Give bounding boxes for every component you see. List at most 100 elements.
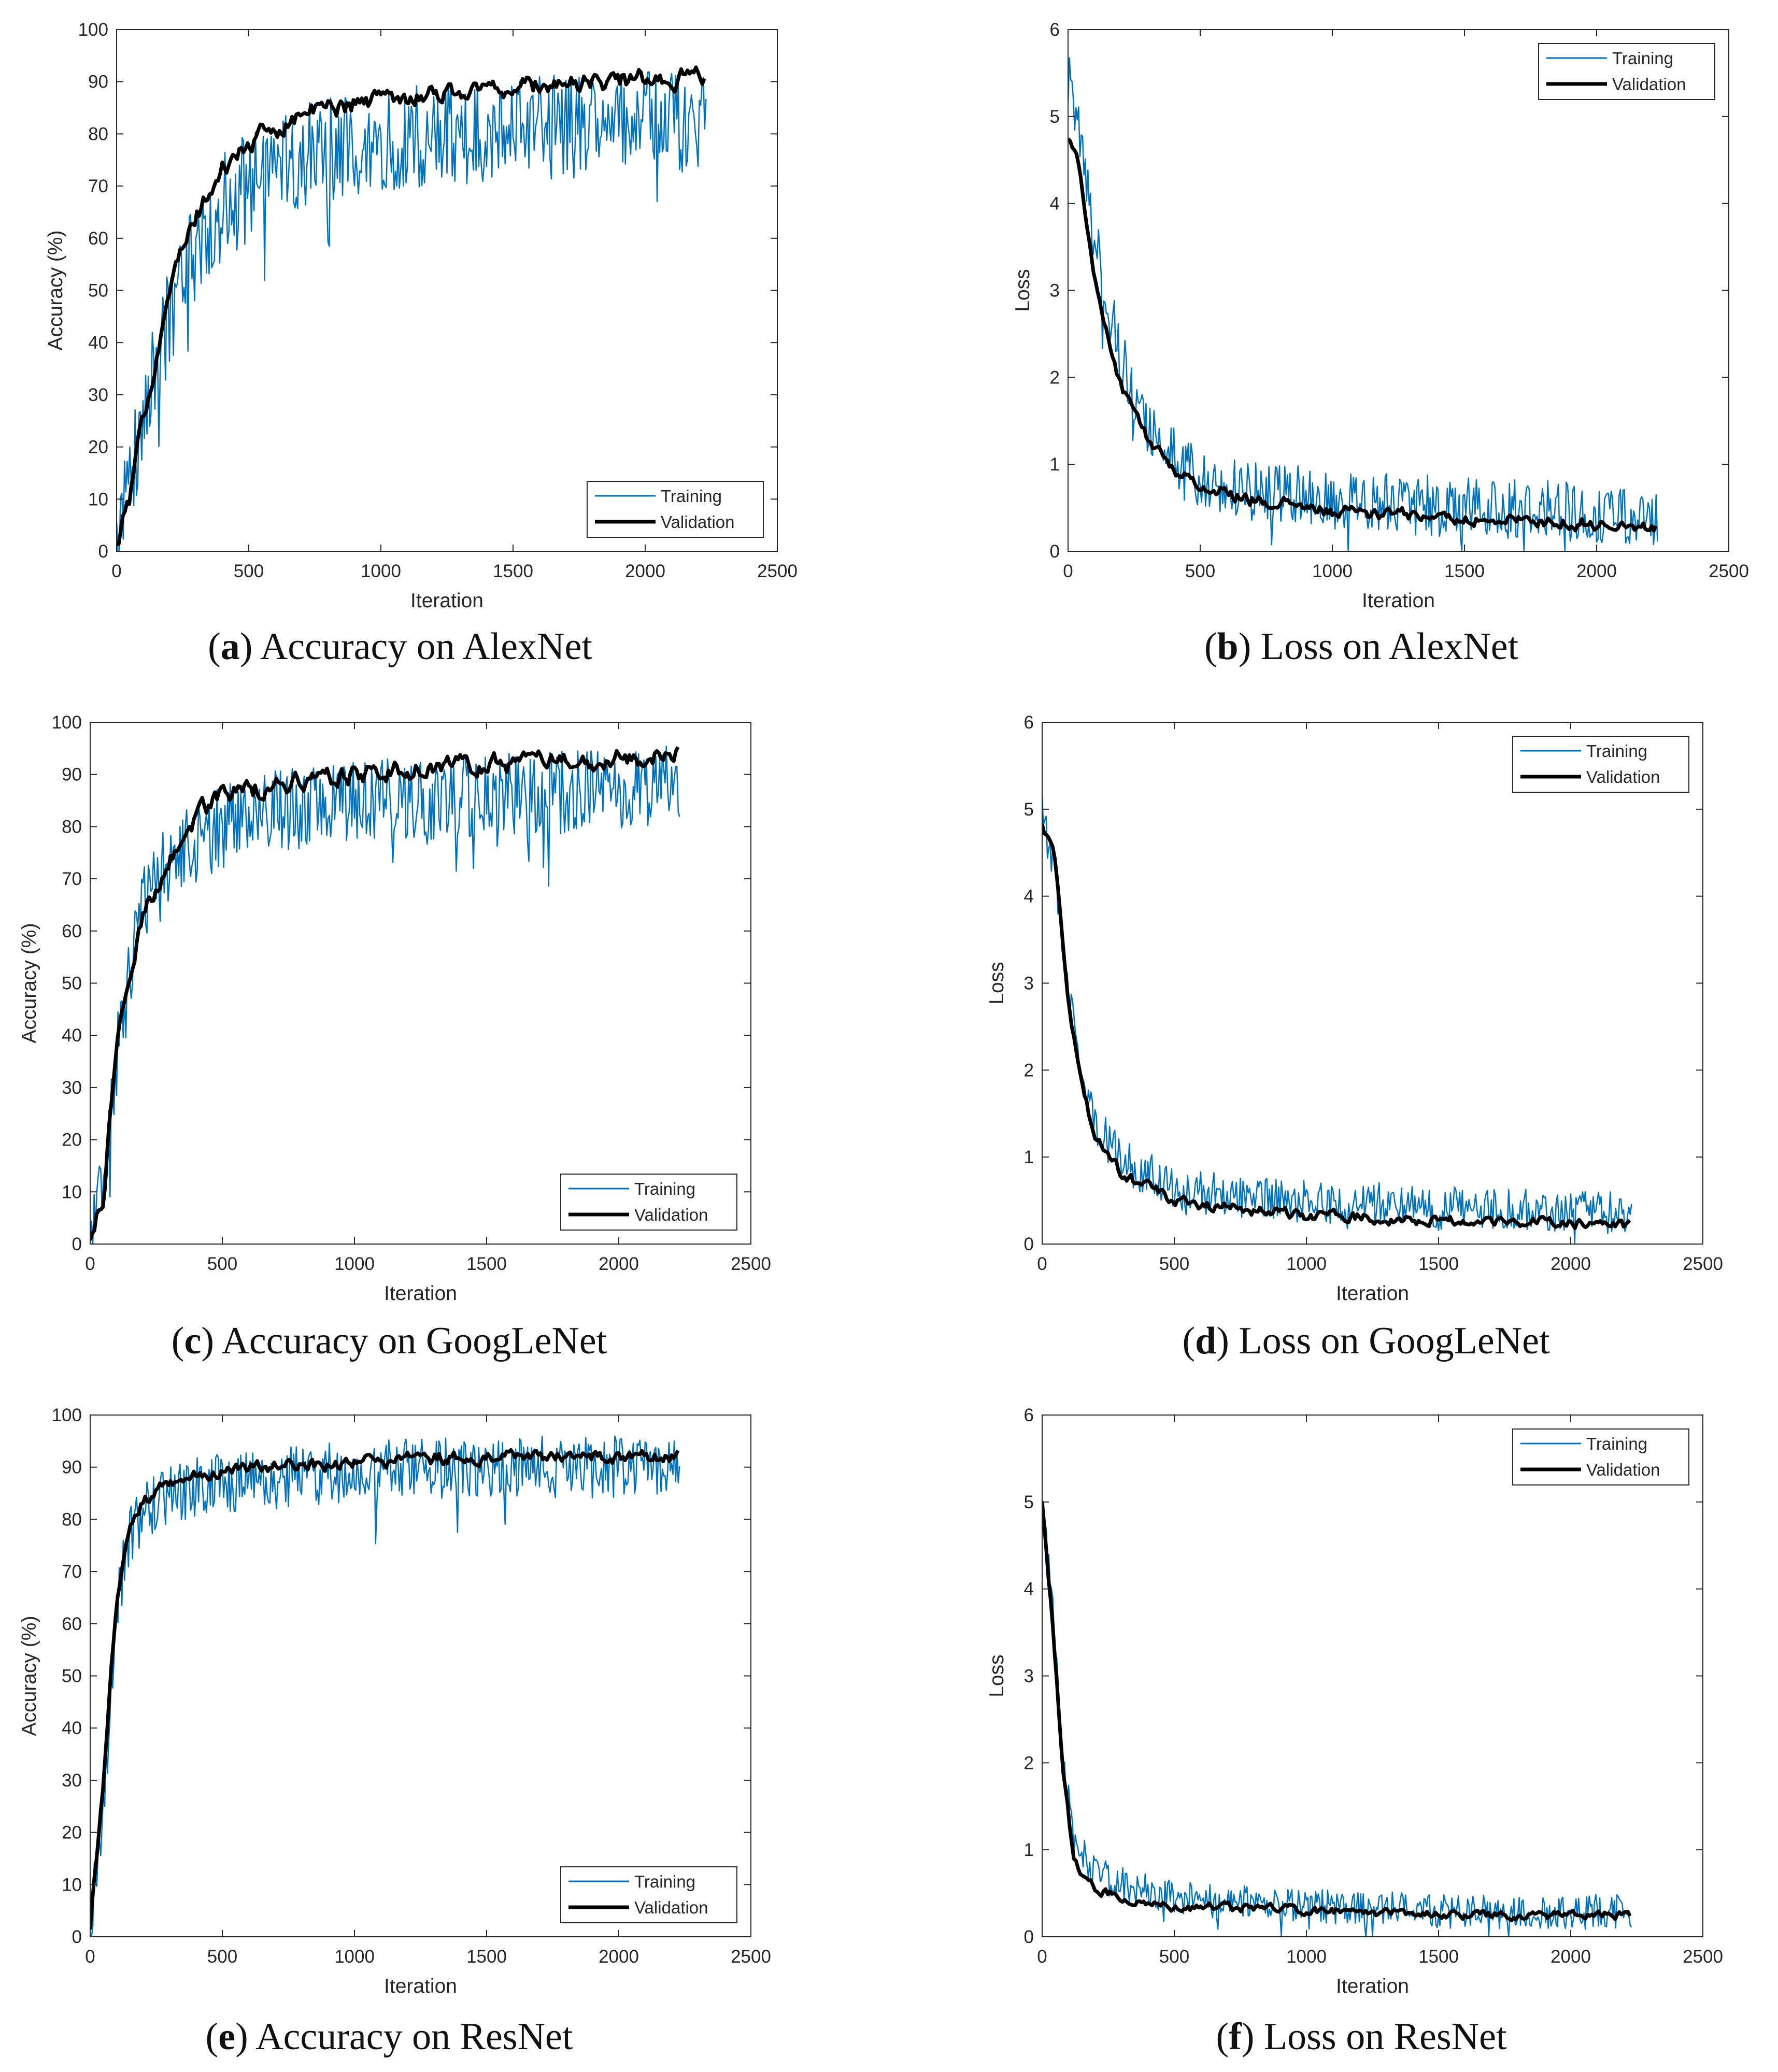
y-tick-label: 0	[1024, 1234, 1034, 1254]
x-tick-label: 1500	[1418, 1254, 1459, 1274]
training-line	[90, 1435, 680, 1937]
y-tick-label: 90	[62, 765, 82, 785]
x-tick-label: 500	[207, 1254, 237, 1274]
validation-line	[1068, 137, 1658, 533]
y-tick-label: 60	[62, 921, 82, 941]
chart-b: 0 500 1000 1500 2000 2500 0 1 2 3 4 5 6 Iteration Loss…	[1012, 20, 1749, 612]
y-tick-label: 3	[1024, 974, 1034, 994]
y-tick-label: 0	[98, 541, 108, 562]
x-tick-label: 2000	[1551, 1254, 1591, 1274]
legend: Training Validation	[560, 1174, 737, 1231]
plot-frame	[1068, 29, 1729, 552]
training-line	[1042, 796, 1632, 1244]
y-axis-label: Accuracy (%)	[45, 231, 67, 351]
x-tick-label: 1000	[1286, 1254, 1327, 1274]
x-axis-label: Iteration	[1362, 590, 1435, 612]
legend-box	[1512, 1428, 1689, 1485]
y-axis-label: Accuracy (%)	[18, 923, 40, 1044]
y-tick-label: 30	[62, 1770, 82, 1791]
legend-validation-label: Validation	[1612, 75, 1686, 94]
y-tick-label: 0	[1024, 1927, 1034, 1947]
validation-line	[90, 746, 680, 1241]
y-tick-label: 5	[1024, 799, 1034, 820]
x-tick-label: 500	[207, 1947, 237, 1967]
y-tick-label: 0	[72, 1927, 82, 1947]
x-tick-label: 1000	[334, 1254, 375, 1274]
training-line	[1068, 57, 1658, 551]
legend-box	[560, 1866, 737, 1923]
training-line	[117, 71, 707, 551]
x-axis-label: Iteration	[384, 1282, 457, 1305]
y-tick-label: 1	[1050, 454, 1060, 475]
series-group	[1042, 796, 1632, 1244]
y-tick-label: 80	[62, 817, 82, 837]
legend-box	[560, 1174, 737, 1231]
y-tick-label: 50	[62, 1666, 82, 1687]
validation-line	[1042, 823, 1631, 1231]
y-tick-label: 80	[88, 124, 108, 144]
x-tick-label: 500	[1159, 1947, 1189, 1967]
x-tick-label: 1500	[466, 1947, 507, 1967]
x-axis-label: Iteration	[1336, 1975, 1409, 1997]
y-tick-label: 0	[1050, 541, 1060, 562]
y-tick-label: 100	[52, 712, 82, 733]
x-tick-label: 500	[1159, 1254, 1189, 1274]
chart-e: 0 500 1000 1500 2000 2500 0 10 20 30 40 50 60 70 80 90 1…	[18, 1405, 771, 1997]
training-line	[90, 746, 680, 1244]
x-tick-label: 0	[1037, 1254, 1047, 1274]
chart-d: 0 500 1000 1500 2000 2500 0 1 2 3 4 5 6 Iteration Loss…	[986, 712, 1723, 1305]
x-tick-label: 2000	[1576, 561, 1617, 581]
y-tick-label: 6	[1024, 1405, 1034, 1425]
y-tick-label: 80	[62, 1509, 82, 1530]
y-tick-label: 50	[88, 281, 108, 301]
y-tick-label: 50	[62, 974, 82, 994]
x-tick-label: 0	[1063, 561, 1073, 581]
training-line	[1042, 1499, 1632, 1937]
y-tick-label: 70	[62, 1562, 82, 1582]
x-tick-label: 1000	[361, 561, 401, 581]
x-tick-label: 1500	[466, 1254, 507, 1274]
legend-validation-label: Validation	[1586, 1460, 1660, 1479]
legend-box	[1538, 43, 1715, 100]
y-tick-label: 5	[1024, 1492, 1034, 1512]
x-axis-label: Iteration	[384, 1975, 457, 1997]
legend-validation-label: Validation	[634, 1898, 708, 1917]
y-axis-label: Loss	[1012, 269, 1034, 311]
y-tick-label: 3	[1024, 1666, 1034, 1687]
y-tick-label: 40	[62, 1718, 82, 1738]
caption-a: (a) Accuracy on AlexNet	[208, 625, 592, 668]
y-tick-label: 30	[88, 385, 108, 405]
validation-line	[1042, 1501, 1632, 1923]
x-tick-label: 0	[85, 1254, 95, 1274]
chart-a: 0 500 1000 1500 2000 2500 0 10 20 30 40 50 60 70 80 90 1…	[45, 20, 798, 612]
y-axis-label: Accuracy (%)	[18, 1616, 40, 1736]
x-tick-label: 2000	[599, 1947, 639, 1967]
y-tick-label: 3	[1050, 281, 1060, 301]
x-tick-label: 500	[1185, 561, 1215, 581]
series-group	[1042, 1499, 1632, 1937]
legend: Training Validation	[587, 481, 764, 538]
plot-frame	[1042, 1414, 1703, 1937]
x-tick-label: 2500	[731, 1254, 771, 1274]
x-tick-label: 2500	[731, 1947, 771, 1967]
y-tick-label: 20	[88, 437, 108, 458]
caption-f: (f) Loss on ResNet	[1216, 2016, 1507, 2058]
legend-training-label: Training	[1586, 741, 1647, 761]
x-tick-label: 1500	[1418, 1947, 1459, 1967]
series-group	[90, 746, 680, 1244]
x-tick-label: 0	[85, 1947, 95, 1967]
series-group	[1068, 57, 1658, 551]
y-tick-label: 40	[88, 333, 108, 353]
y-tick-label: 90	[62, 1457, 82, 1478]
x-tick-label: 500	[234, 561, 264, 581]
x-tick-label: 0	[1037, 1947, 1047, 1967]
legend-training-label: Training	[634, 1179, 695, 1198]
validation-line	[90, 1448, 680, 1930]
x-tick-label: 2500	[1683, 1254, 1723, 1274]
y-tick-label: 90	[88, 72, 108, 92]
legend-training-label: Training	[1586, 1434, 1647, 1453]
x-tick-label: 2500	[1709, 561, 1749, 581]
x-tick-label: 2000	[1551, 1947, 1591, 1967]
y-tick-label: 2	[1050, 367, 1060, 388]
